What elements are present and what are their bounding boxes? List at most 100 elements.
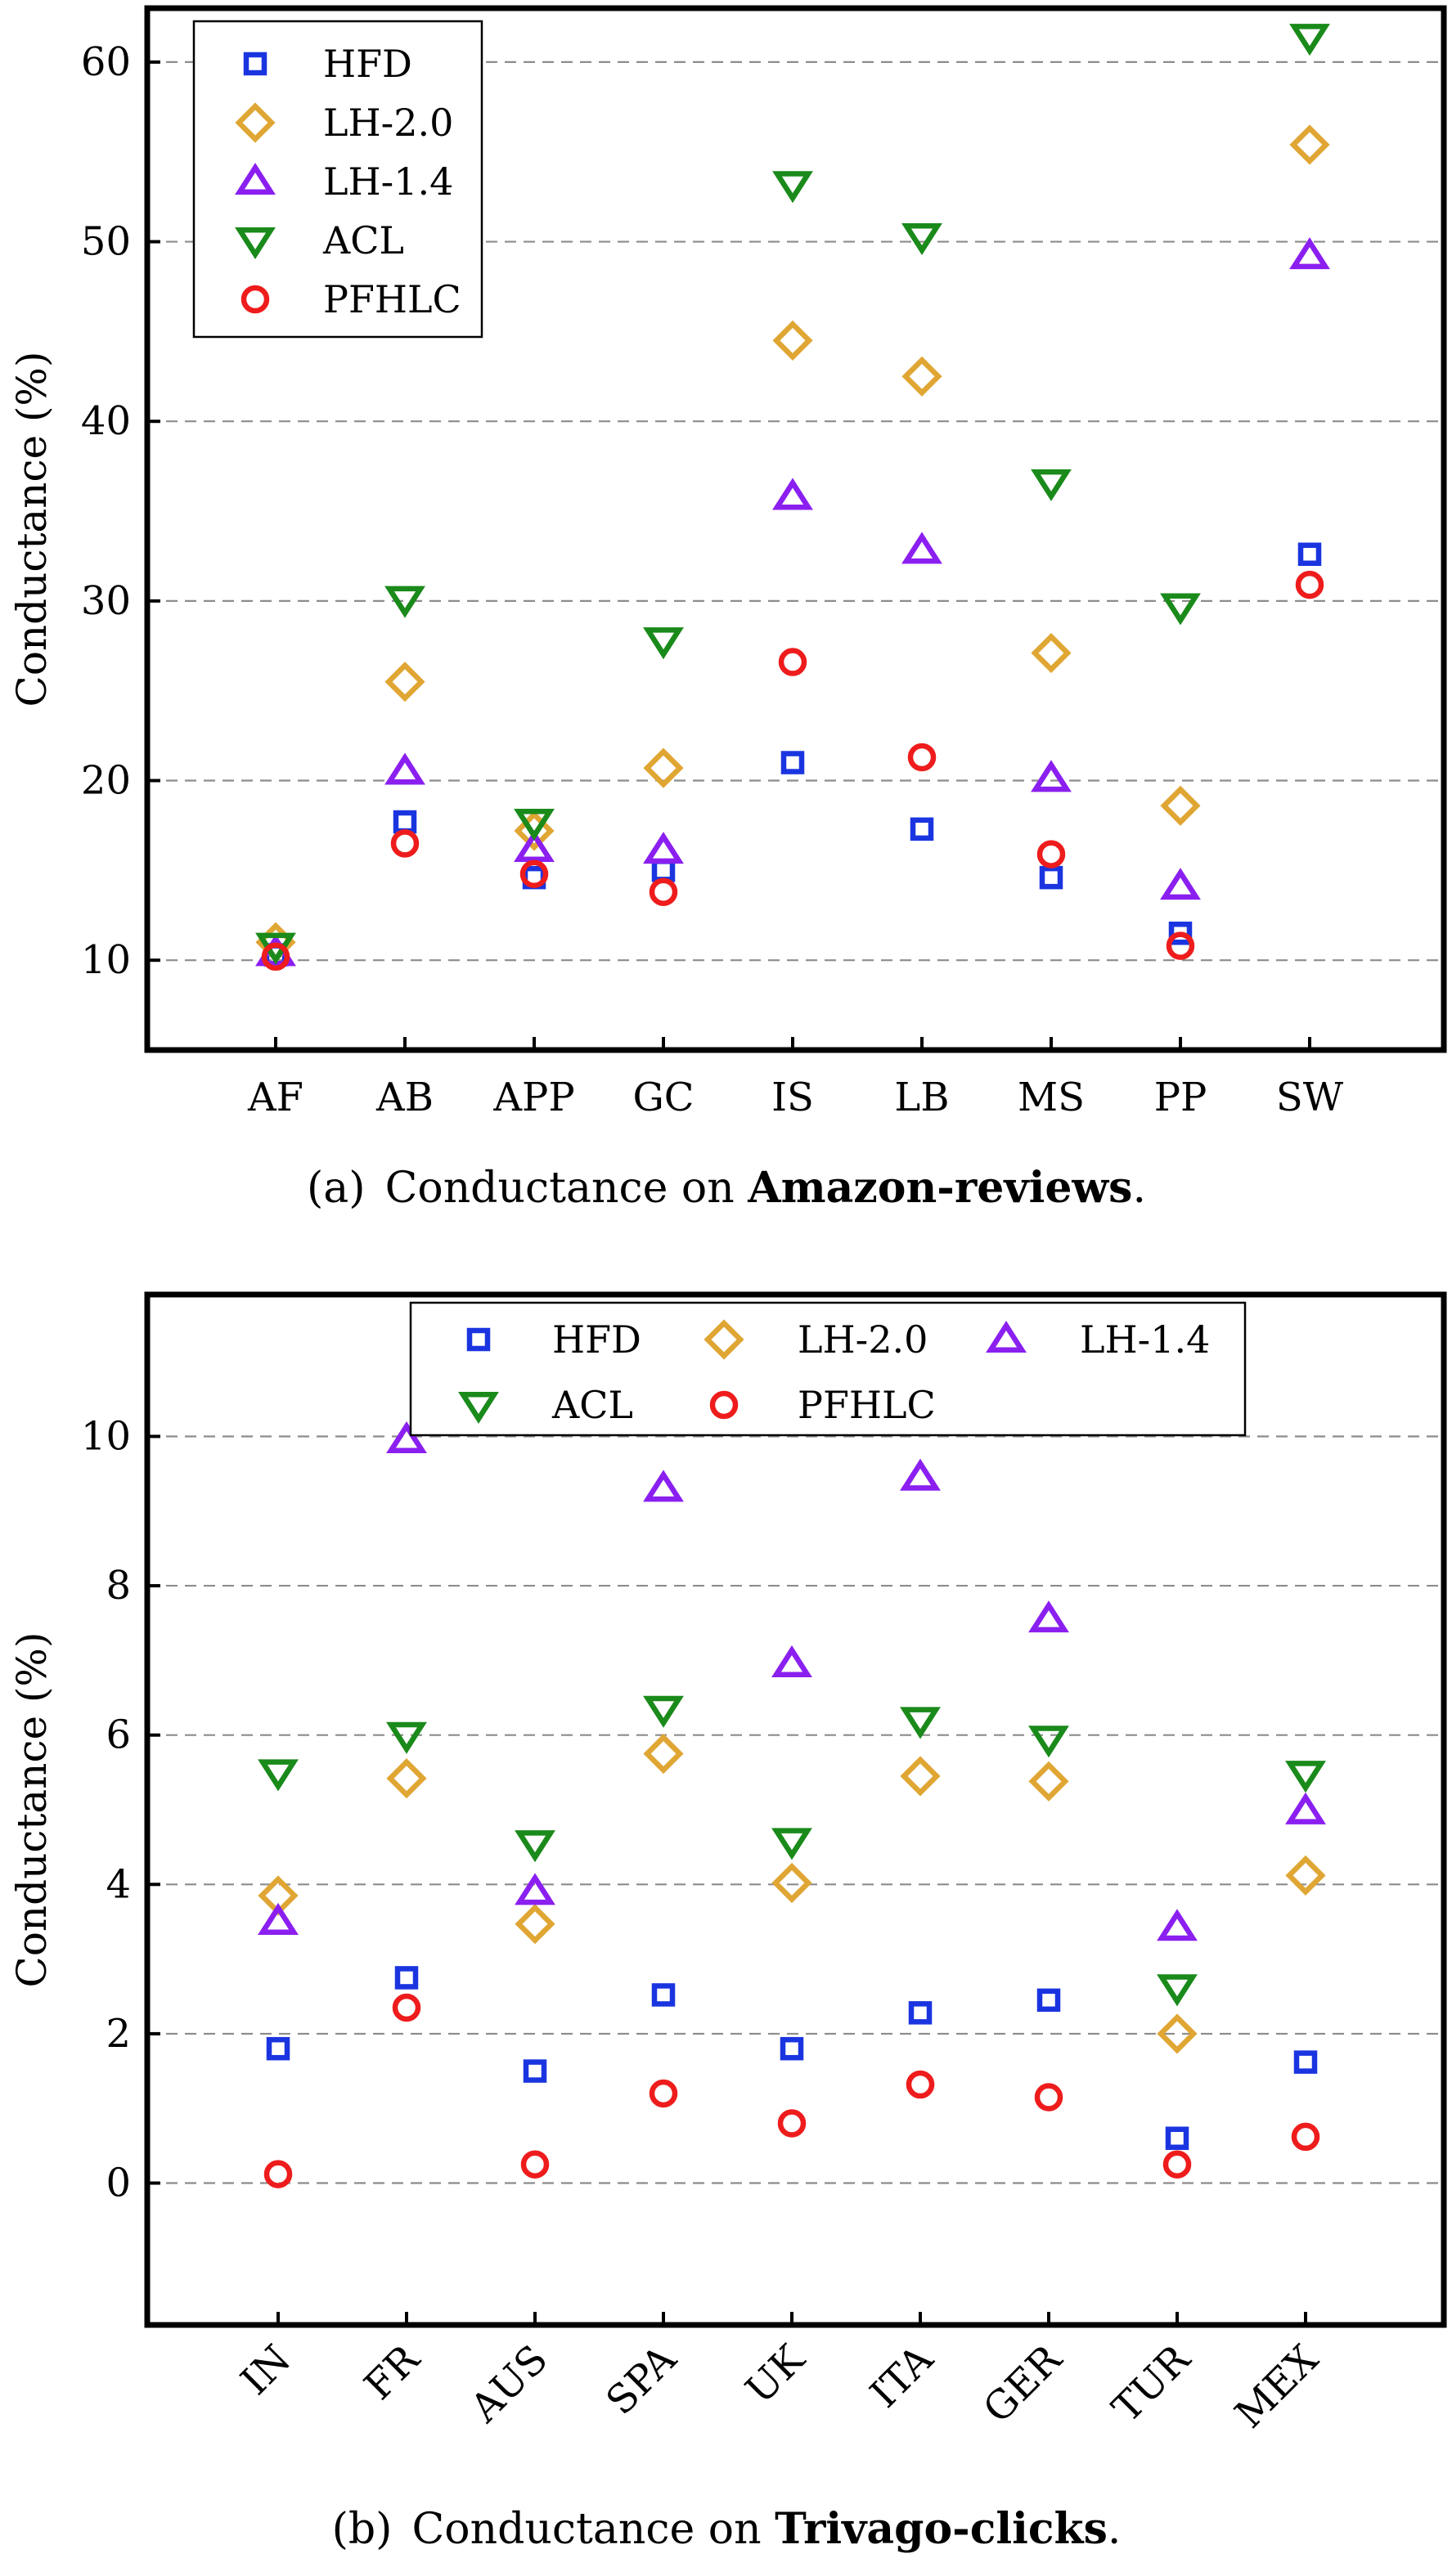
x-tick-label: IN: [232, 2336, 300, 2404]
data-point: [266, 2036, 290, 2061]
data-point: [1028, 1761, 1069, 1802]
gridlines: [147, 1435, 1444, 2184]
data-point: [649, 877, 678, 906]
data-point: [515, 1830, 555, 1863]
x-tick-label: GC: [632, 1075, 694, 1120]
x-tick-label: SW: [1276, 1075, 1344, 1120]
data-point: [261, 942, 290, 972]
legend-label: PFHLC: [798, 1383, 936, 1427]
legend: HFD LH-2.0 LH-1.4 ACL PFHLC: [192, 20, 483, 339]
data-point: [384, 662, 425, 702]
legend-symbol: [709, 1390, 739, 1420]
y-tick-label: 60: [81, 39, 131, 85]
data-point: [258, 1759, 299, 1792]
caption-text: Conductance on: [385, 1164, 748, 1213]
data-point: [651, 859, 676, 882]
data-point: [901, 356, 942, 397]
data-point: [780, 751, 805, 774]
legend: HFD LH-2.0 LH-1.4 ACL PFHLC: [409, 1301, 1247, 1437]
y-tick-label: 30: [81, 578, 131, 624]
legend-item: HFD: [243, 42, 412, 86]
data-point: [1289, 237, 1330, 270]
legend-box: [409, 1301, 1247, 1437]
data-point: [1157, 1909, 1198, 1941]
legend-symbol: [235, 227, 276, 260]
plot-frame: [144, 5, 1447, 1053]
data-point: [900, 1707, 941, 1739]
data-point: [393, 810, 417, 834]
data-point: [1036, 840, 1066, 868]
y-tick-label: 0: [106, 2161, 131, 2206]
x-tick-label: PP: [1154, 1075, 1207, 1120]
legend-item: HFD: [466, 1317, 641, 1362]
x-tick-label: UK: [737, 2336, 814, 2412]
series-hfd: [266, 1966, 1318, 2150]
y-tick-label: 6: [106, 1712, 131, 1758]
caption-prefix: (b): [332, 2505, 393, 2554]
x-tick-label: MS: [1018, 1075, 1085, 1120]
data-point: [1285, 1761, 1326, 1793]
data-point: [906, 2070, 935, 2099]
series-pfhlc: [261, 570, 1324, 972]
data-point: [643, 1695, 684, 1728]
data-point: [901, 222, 942, 256]
legend-symbol: [241, 285, 270, 314]
data-point: [386, 1758, 427, 1799]
data-point: [1165, 2126, 1189, 2150]
data-point: [771, 1645, 812, 1677]
data-point: [900, 1756, 941, 1797]
y-tick-label: 10: [81, 1413, 131, 1459]
y-tick-label: 10: [81, 937, 131, 983]
y-tick-label: 40: [81, 398, 131, 444]
data-point: [394, 1966, 419, 1990]
legend-item: LH-1.4: [235, 159, 453, 204]
data-point: [778, 648, 807, 676]
data-point: [386, 1721, 427, 1754]
data-point: [772, 478, 813, 510]
data-point: [390, 829, 420, 858]
legend-label: PFHLC: [323, 277, 461, 321]
data-point: [514, 829, 555, 862]
data-point: [514, 810, 555, 851]
legend-symbol: [466, 1327, 491, 1352]
data-point: [386, 1421, 427, 1454]
data-point: [1157, 2013, 1198, 2054]
caption: (a) Conductance on Amazon-reviews.: [307, 1163, 1146, 1213]
data-point: [643, 1470, 684, 1502]
legend-symbol: [986, 1320, 1027, 1353]
y-tick-label: 20: [81, 758, 131, 804]
series-lh-2-0: [258, 1733, 1326, 2054]
legend-symbol: [235, 162, 276, 195]
y-tick-label: 4: [106, 1861, 131, 1907]
y-axis-label: Conductance (%): [8, 352, 56, 707]
data-point: [1031, 760, 1072, 792]
y-axis: 10 20 30 40 50 60 Conductance (%): [8, 39, 160, 983]
data-point: [392, 1993, 421, 2022]
data-point: [520, 2150, 550, 2179]
data-point: [384, 752, 425, 785]
data-point: [1031, 632, 1072, 674]
x-tick-label: IS: [771, 1075, 814, 1120]
legend-box: [192, 20, 483, 339]
y-tick-label: 50: [81, 219, 131, 265]
data-point: [1295, 570, 1324, 599]
caption-suffix: .: [1132, 1164, 1146, 1213]
data-point: [1034, 2083, 1063, 2112]
legend-symbol: [458, 1392, 499, 1425]
data-point: [1036, 1988, 1061, 2013]
chart-a: 10 20 30 40 50 60 Conductance (%) AF AB APP GC IS LB…: [8, 5, 1447, 1213]
data-point: [519, 859, 549, 888]
data-point: [263, 2160, 293, 2188]
legend-label: ACL: [551, 1383, 633, 1427]
x-tick-label: TUR: [1104, 2336, 1200, 2432]
caption-dataset: Amazon-reviews: [747, 1163, 1132, 1213]
data-point: [258, 1902, 299, 1935]
data-point: [1289, 24, 1330, 56]
data-point: [900, 1458, 941, 1491]
data-point: [651, 1983, 676, 2007]
series-acl: [258, 1695, 1326, 2007]
x-tick-label: MEX: [1226, 2336, 1327, 2437]
x-tick-label: SPA: [597, 2336, 686, 2424]
data-point: [515, 1873, 555, 1905]
